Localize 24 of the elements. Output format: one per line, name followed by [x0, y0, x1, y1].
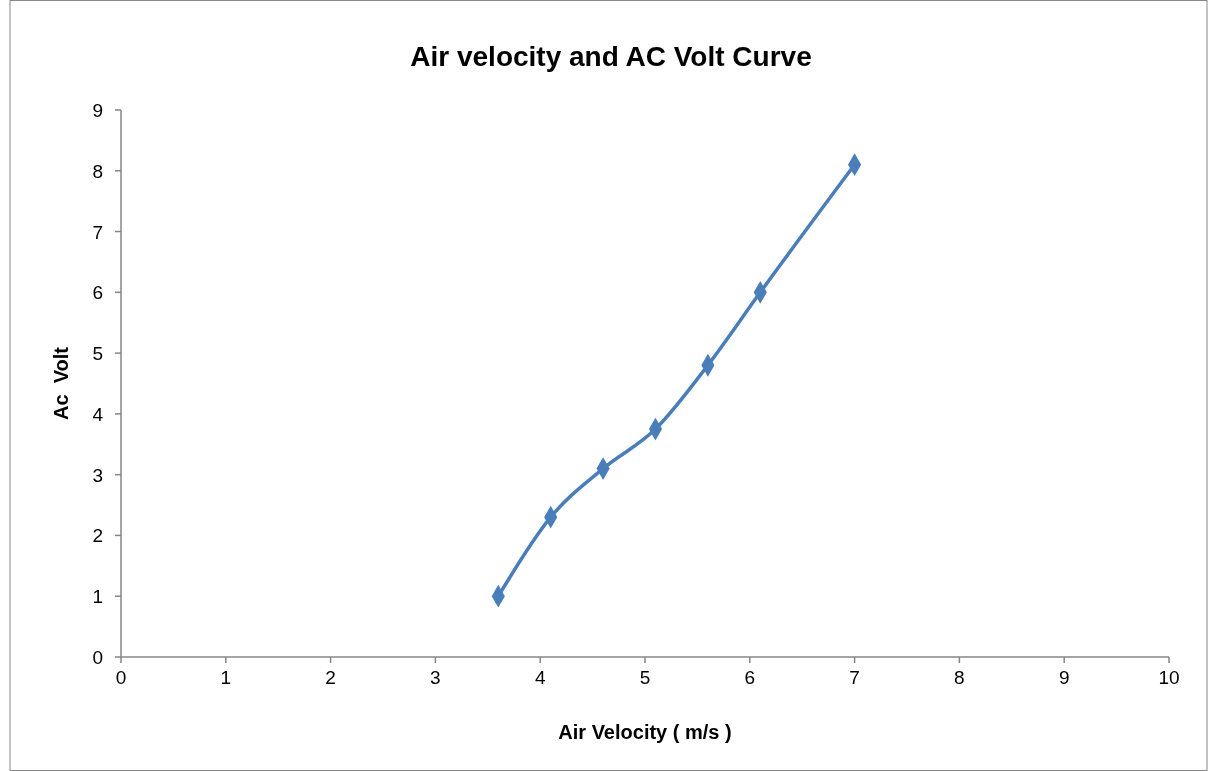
x-tick-label: 7	[849, 667, 860, 688]
x-tick-label: 6	[744, 667, 756, 688]
y-tick-label: 0	[92, 647, 103, 668]
y-tick-label: 1	[92, 586, 103, 608]
x-tick-label: 10	[1158, 667, 1180, 688]
y-tick-label: 6	[92, 282, 103, 304]
y-tick-label: 8	[92, 160, 103, 182]
x-tick-label: 2	[325, 667, 336, 688]
y-tick-label: 7	[92, 221, 103, 243]
x-tick-label: 3	[430, 667, 441, 688]
y-tick-label: 3	[92, 464, 103, 486]
y-tick-label: 2	[92, 525, 103, 547]
x-tick-label: 0	[115, 667, 127, 688]
y-tick-label: 5	[92, 343, 103, 365]
x-tick-label: 5	[639, 667, 651, 688]
x-tick-label: 9	[1058, 667, 1070, 688]
x-axis-title: Air Velocity ( m/s )	[558, 721, 732, 743]
x-tick-label: 4	[534, 667, 546, 688]
y-tick-label: 9	[92, 100, 103, 121]
chart-title: Air velocity and AC Volt Curve	[410, 41, 812, 72]
x-tick-label: 1	[220, 667, 232, 688]
y-tick-label: 4	[92, 403, 104, 425]
x-tick-label: 8	[954, 667, 965, 688]
y-axis-title: Ac Volt	[50, 346, 72, 420]
